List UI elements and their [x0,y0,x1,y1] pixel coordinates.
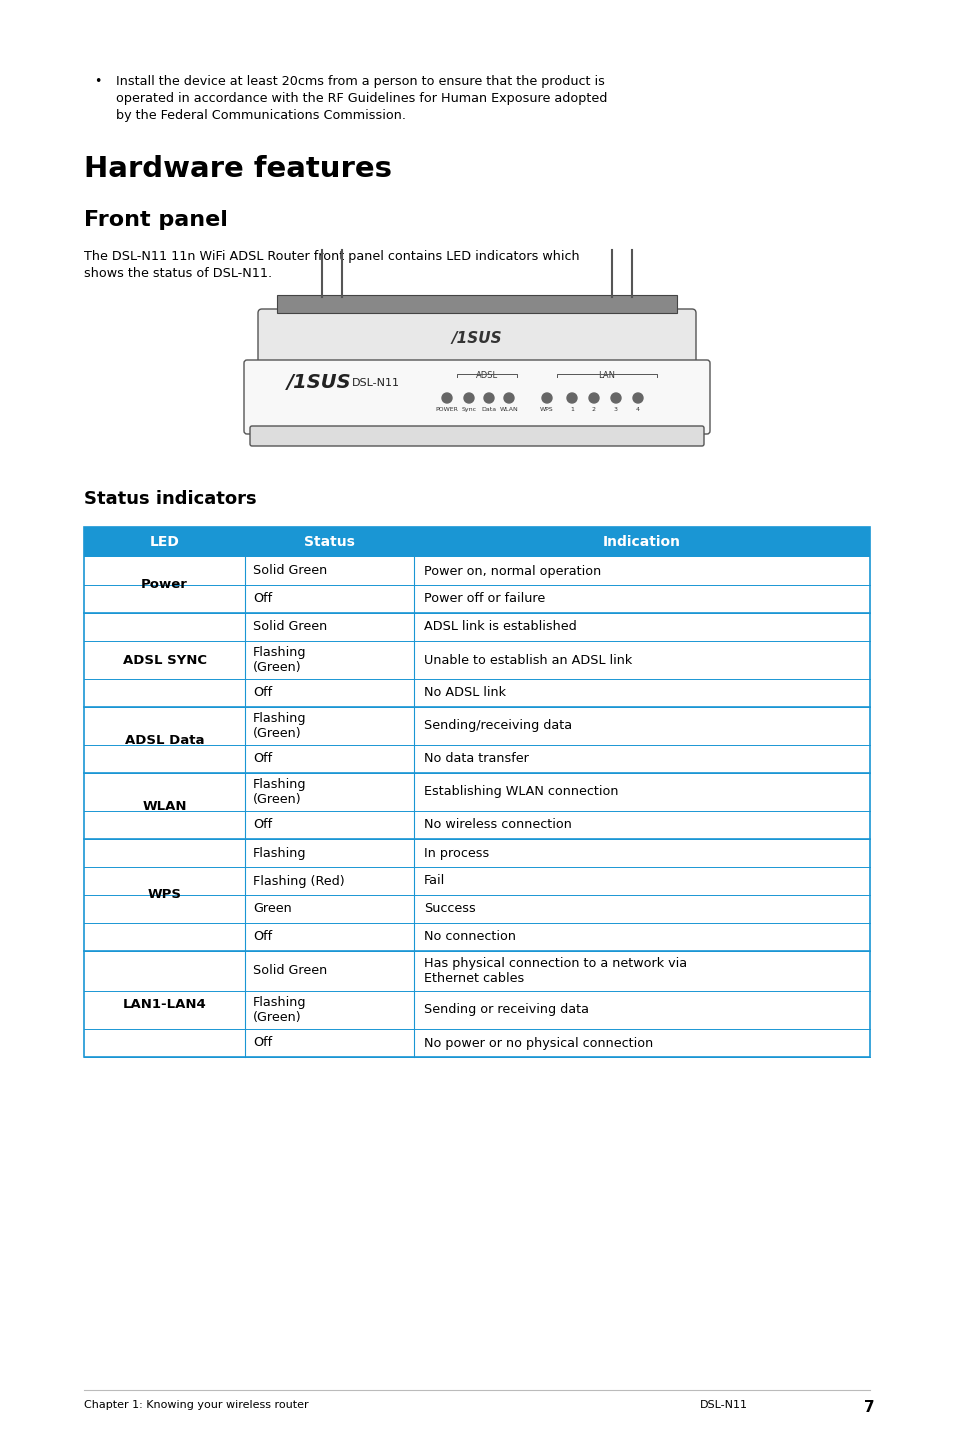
Text: The DSL-N11 11n WiFi ADSL Router front panel contains LED indicators which: The DSL-N11 11n WiFi ADSL Router front p… [84,250,579,263]
Text: DSL-N11: DSL-N11 [700,1401,747,1411]
Text: Solid Green: Solid Green [253,621,327,634]
Text: LAN: LAN [598,371,615,380]
Circle shape [541,393,552,403]
Text: No wireless connection: No wireless connection [424,818,572,831]
Text: DSL-N11: DSL-N11 [352,378,399,388]
Text: 7: 7 [863,1401,874,1415]
Bar [84,641,869,679]
Text: Off: Off [253,1037,272,1050]
Text: 1: 1 [570,407,574,413]
Text: WLAN: WLAN [499,407,517,413]
Bar [84,811,869,838]
FancyBboxPatch shape [257,309,696,367]
Bar [84,951,869,991]
Bar [84,867,869,894]
Text: Indication: Indication [602,535,680,549]
Text: Off: Off [253,592,272,605]
Text: No ADSL link: No ADSL link [424,686,506,699]
Text: Fail: Fail [424,874,445,887]
FancyBboxPatch shape [250,426,703,446]
Circle shape [483,393,494,403]
Text: Status: Status [304,535,355,549]
Text: Hardware features: Hardware features [84,155,392,183]
Bar [84,613,869,641]
Text: ADSL Data: ADSL Data [125,733,204,746]
Text: No power or no physical connection: No power or no physical connection [424,1037,653,1050]
Text: 4: 4 [636,407,639,413]
Text: Has physical connection to a network via
Ethernet cables: Has physical connection to a network via… [424,956,686,985]
Text: Off: Off [253,752,272,765]
Text: Flashing
(Green): Flashing (Green) [253,712,306,741]
Text: Data: Data [481,407,497,413]
Text: POWER: POWER [436,407,458,413]
Bar [84,894,869,923]
Text: Flashing (Red): Flashing (Red) [253,874,344,887]
Text: /1SUS: /1SUS [451,331,502,345]
Text: Off: Off [253,818,272,831]
Bar [84,707,869,745]
Bar [84,679,869,707]
Text: 2: 2 [592,407,596,413]
Text: Success: Success [424,903,476,916]
Text: 3: 3 [614,407,618,413]
FancyBboxPatch shape [244,360,709,434]
Circle shape [588,393,598,403]
Text: WLAN: WLAN [142,800,187,812]
Text: Sync: Sync [461,407,476,413]
Text: ADSL link is established: ADSL link is established [424,621,577,634]
Text: operated in accordance with the RF Guidelines for Human Exposure adopted: operated in accordance with the RF Guide… [116,92,607,105]
Text: Sending/receiving data: Sending/receiving data [424,719,572,732]
Text: Off: Off [253,686,272,699]
Circle shape [610,393,620,403]
Text: ADSL SYNC: ADSL SYNC [122,653,206,666]
Text: shows the status of DSL-N11.: shows the status of DSL-N11. [84,267,272,280]
Circle shape [633,393,642,403]
Circle shape [503,393,514,403]
Text: •: • [93,75,101,88]
Text: Establishing WLAN connection: Establishing WLAN connection [424,785,618,798]
Bar [84,557,869,585]
Text: WPS: WPS [539,407,554,413]
Text: Flashing
(Green): Flashing (Green) [253,646,306,674]
Text: by the Federal Communications Commission.: by the Federal Communications Commission… [116,109,406,122]
Text: Power on, normal operation: Power on, normal operation [424,565,600,578]
Text: Flashing
(Green): Flashing (Green) [253,778,306,807]
Bar [84,585,869,613]
Bar [84,991,869,1030]
Text: Solid Green: Solid Green [253,965,327,978]
Text: Install the device at least 20cms from a person to ensure that the product is: Install the device at least 20cms from a… [116,75,604,88]
Text: Green: Green [253,903,292,916]
Text: Solid Green: Solid Green [253,565,327,578]
Text: ADSL: ADSL [476,371,497,380]
Bar [84,745,869,774]
Text: LAN1-LAN4: LAN1-LAN4 [123,998,206,1011]
Text: WPS: WPS [148,889,181,902]
Text: No data transfer: No data transfer [424,752,528,765]
Circle shape [566,393,577,403]
Text: LED: LED [150,535,179,549]
Circle shape [441,393,452,403]
Text: Power off or failure: Power off or failure [424,592,545,605]
Text: Flashing
(Green): Flashing (Green) [253,995,306,1024]
Text: In process: In process [424,847,489,860]
Bar [84,526,869,557]
Text: Sending or receiving data: Sending or receiving data [424,1004,589,1017]
Bar [84,526,869,1057]
Bar [84,923,869,951]
Text: Off: Off [253,930,272,943]
Bar [84,1030,869,1057]
Text: Front panel: Front panel [84,210,228,230]
Text: No connection: No connection [424,930,516,943]
Text: Status indicators: Status indicators [84,490,256,508]
Text: Flashing: Flashing [253,847,306,860]
Text: Unable to establish an ADSL link: Unable to establish an ADSL link [424,653,632,666]
Text: Power: Power [141,578,188,591]
Bar [84,838,869,867]
Text: /1SUS: /1SUS [287,374,352,393]
Bar [84,774,869,811]
Circle shape [463,393,474,403]
Bar [276,295,677,313]
Text: Chapter 1: Knowing your wireless router: Chapter 1: Knowing your wireless router [84,1401,308,1411]
